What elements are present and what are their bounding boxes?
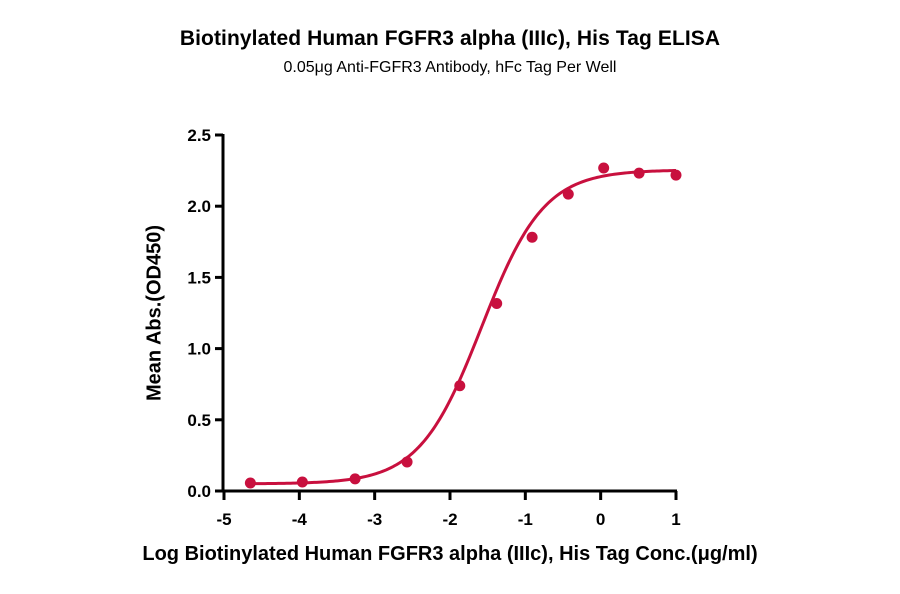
data-point — [562, 188, 574, 200]
data-point — [633, 167, 645, 179]
fit-curve — [250, 169, 677, 486]
axes: 0.0 0.5 1.0 1.5 2.0 2.5 -5 -4 -3 -2 -1 0 1 — [187, 126, 680, 529]
x-axis-label: Log Biotinylated Human FGFR3 alpha (IIIc… — [142, 543, 758, 565]
chart-subtitle: 0.05μg Anti-FGFR3 Antibody, hFc Tag Per … — [283, 59, 617, 76]
y-tick-label: 0.5 — [187, 411, 211, 430]
y-tick-label: 0.0 — [187, 482, 211, 501]
data-points — [244, 162, 682, 489]
x-tick-label: -3 — [367, 510, 382, 529]
data-point — [401, 456, 413, 468]
y-tick-label: 2.5 — [187, 126, 211, 145]
data-point — [526, 231, 538, 243]
y-tick-label: 2.0 — [187, 197, 211, 216]
data-point — [349, 473, 361, 485]
x-tick-label: -4 — [292, 510, 308, 529]
data-point — [598, 162, 610, 174]
x-tick-label: 1 — [671, 510, 680, 529]
data-point — [296, 476, 308, 488]
y-tick-label: 1.0 — [187, 340, 211, 359]
y-tick-label: 1.5 — [187, 268, 211, 287]
chart-title: Biotinylated Human FGFR3 alpha (IIIc), H… — [179, 27, 721, 50]
x-tick-label: -5 — [216, 510, 231, 529]
fit-curve-path — [250, 169, 677, 486]
x-tick-label: -1 — [518, 510, 533, 529]
data-point — [491, 297, 503, 309]
data-point — [244, 477, 256, 489]
x-tick-label: -2 — [442, 510, 457, 529]
x-tick-label: 0 — [596, 510, 605, 529]
data-point — [454, 380, 466, 392]
data-point — [670, 169, 682, 181]
